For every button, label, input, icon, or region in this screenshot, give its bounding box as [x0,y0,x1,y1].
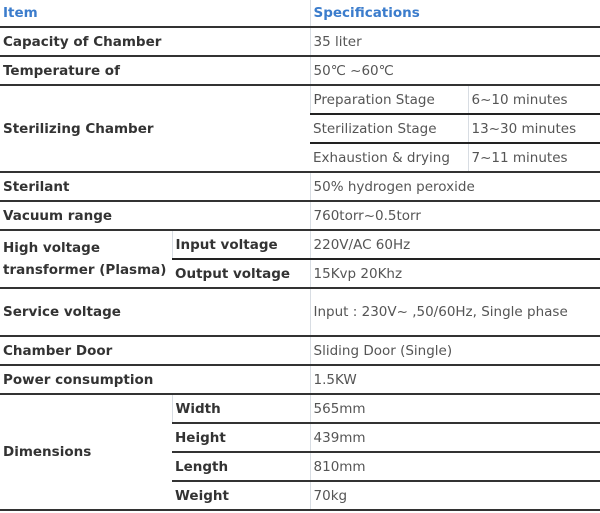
sub-label: Length [172,452,311,482]
row-value: Input : 230V~ ,50/60Hz, Single phase [309,288,600,337]
row-value: 35 liter [309,27,600,57]
table-row: Capacity of Chamber 35 liter [0,27,600,57]
row-value: 439mm [309,423,600,453]
sub-label: Weight [172,481,311,511]
table-row: Service voltage Input : 230V~ ,50/60Hz, … [0,288,600,337]
table-row: High voltage transformer (Plasma) Input … [0,230,600,289]
row-label: Sterilant [0,172,311,202]
row-label: High voltage transformer (Plasma) [0,230,172,289]
stage-name: Exhaustion & drying [310,143,469,173]
table-row: Dimensions Width 565mm [0,394,600,511]
sub-label: Width [171,394,311,424]
row-label: Dimensions [0,394,172,511]
row-label: Service voltage [0,288,311,337]
table-row: Chamber Door Sliding Door (Single) [0,336,600,366]
sub-label: Input voltage [171,230,311,260]
row-label: Sterilizing Chamber [0,85,311,173]
table-row: Vacuum range 760torr~0.5torr [0,201,600,231]
stage-value: 6~10 minutes [467,85,600,115]
row-label: Power consumption [0,365,311,395]
header-row: Item Specifications [0,0,600,28]
stage-value: 13~30 minutes [467,114,600,144]
table-row: Sterilizing Chamber Preparation Stage 6~… [0,85,600,173]
row-value: 760torr~0.5torr [309,201,600,231]
sub-label: Output voltage [172,259,311,289]
sub-label: Height [172,423,311,453]
header-item: Item [0,0,311,28]
stage-name: Preparation Stage [309,85,469,115]
table-row: Sterilant 50% hydrogen peroxide [0,172,600,202]
header-specifications: Specifications [309,0,600,28]
stage-name: Sterilization Stage [310,114,469,144]
table-row: Weight 70kg [0,481,600,511]
row-label: Capacity of Chamber [0,27,311,57]
table-row: Output voltage 15Kvp 20Khz [0,259,600,289]
table-row: Exhaustion & drying 7~11 minutes [0,143,600,173]
table-row: Power consumption 1.5KW [0,365,600,395]
row-value: 15Kvp 20Khz [309,259,600,289]
row-value: 1.5KW [309,365,600,395]
row-value: 50% hydrogen peroxide [309,172,600,202]
table-row: Temperature of 50℃ ~60℃ [0,56,600,86]
row-label: Temperature of [0,56,311,86]
row-value: 50℃ ~60℃ [309,56,600,86]
row-value: 70kg [309,481,600,511]
table-row: Height 439mm [0,423,600,453]
row-value: 220V/AC 60Hz [309,230,600,260]
row-label: Vacuum range [0,201,311,231]
table-row: Length 810mm [0,452,600,482]
table-row: Sterilization Stage 13~30 minutes [0,114,600,144]
row-value: 810mm [309,452,600,482]
stage-value: 7~11 minutes [467,143,600,173]
row-value: Sliding Door (Single) [309,336,600,366]
row-value: 565mm [309,394,600,424]
row-label: Chamber Door [0,336,311,366]
